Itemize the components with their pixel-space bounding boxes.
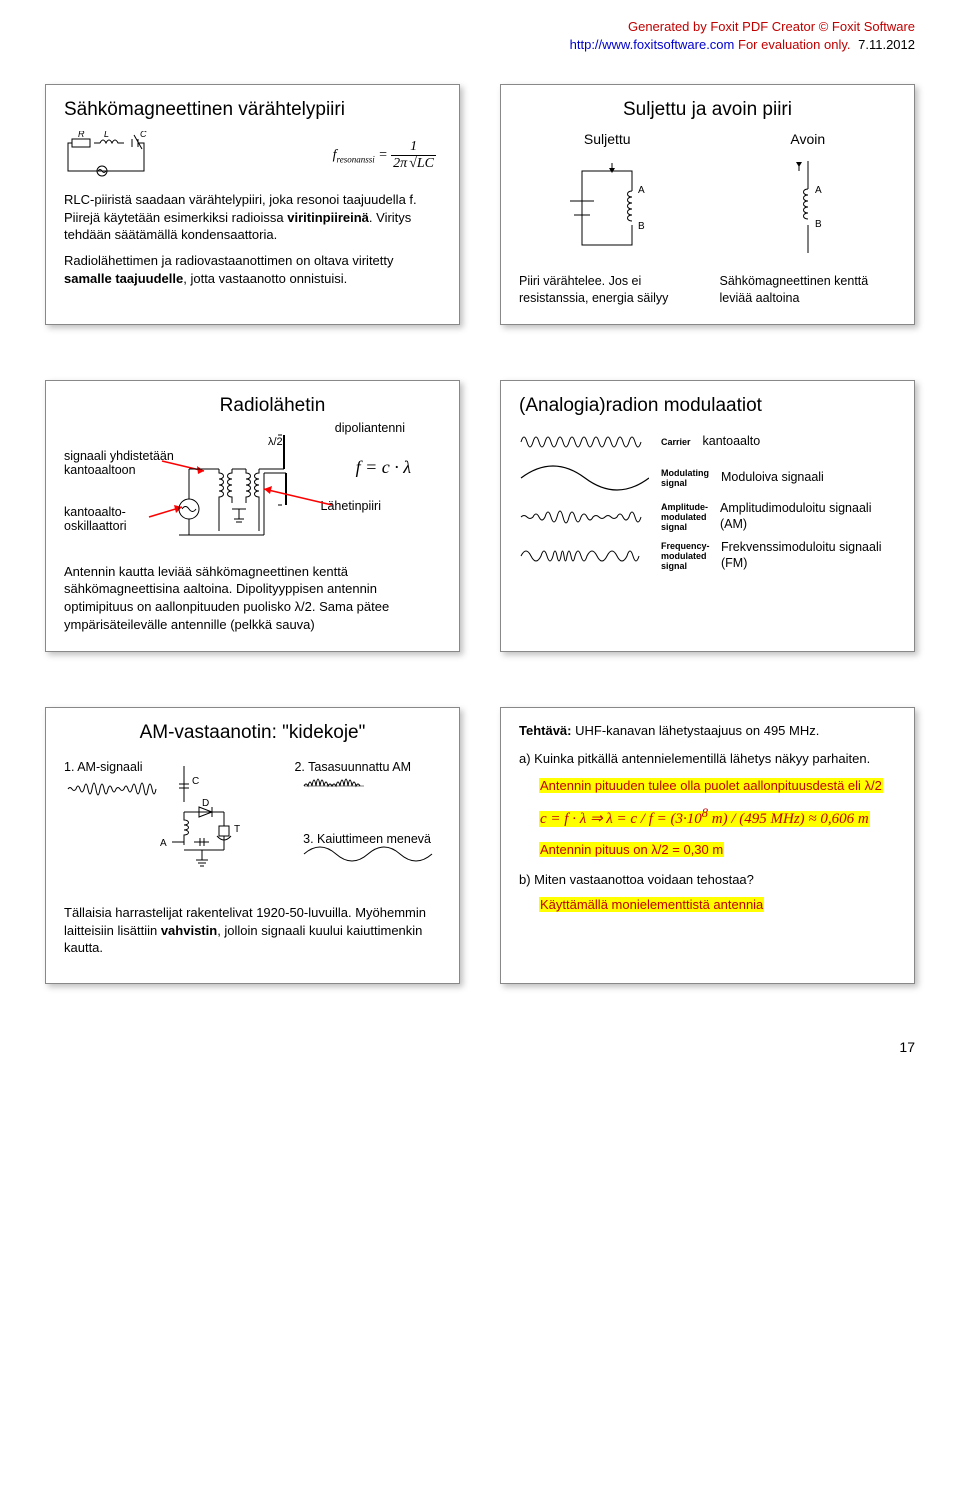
panel-modulations: (Analogia)radion modulaatiot Carrier kan…	[500, 380, 915, 652]
panel5-title: AM-vastaanotin: "kidekoje"	[64, 722, 441, 744]
panel-exercise: Tehtävä: UHF-kanavan lähetystaajuus on 4…	[500, 707, 915, 984]
panel1-title: Sähkömagneettinen värähtelypiiri	[64, 99, 441, 121]
open-label: Avoin	[720, 131, 897, 147]
panel-oscillator: Sähkömagneettinen värähtelypiiri R L C f…	[45, 84, 460, 325]
svg-text:R: R	[78, 131, 85, 139]
mod-row-modulating: Modulating signal Moduloiva signaali	[519, 463, 896, 493]
eval-only: For evaluation only.	[738, 37, 851, 52]
svg-text:B: B	[815, 219, 822, 230]
pdf-header: Generated by Foxit PDF Creator © Foxit S…	[45, 18, 915, 54]
question-a: a) Kuinka pitkällä antennielementillä lä…	[519, 750, 896, 768]
svg-text:B: B	[638, 221, 645, 232]
question-b: b) Miten vastaanottoa voidaan tehostaa?	[519, 871, 896, 889]
panel3-para: Antennin kautta leviää sähkömagneettinen…	[64, 563, 441, 633]
row-3: AM-vastaanotin: "kidekoje" 1. AM-signaal…	[45, 707, 915, 984]
panel5-para: Tällaisia harrastelijat rakentelivat 192…	[64, 904, 441, 957]
svg-text:A: A	[815, 185, 822, 196]
open-caption: Sähkömagneettinen kenttä leviää aaltoina	[720, 273, 897, 306]
svg-text:A: A	[160, 838, 167, 849]
foxit-link[interactable]: http://www.foxitsoftware.com	[570, 37, 735, 52]
panel3-title: Radiolähetin	[104, 395, 441, 417]
transmitter-schematic-icon: λ/2	[64, 427, 444, 557]
panel2-title: Suljettu ja avoin piiri	[519, 99, 896, 121]
panel1-body: RLC-piiristä saadaan värähtelypiiri, jok…	[64, 191, 441, 287]
row-2: Radiolähetin dipoliantenni signaali yhdi…	[45, 380, 915, 652]
am-wave-icon	[519, 502, 649, 532]
panel-crystal-radio: AM-vastaanotin: "kidekoje" 1. AM-signaal…	[45, 707, 460, 984]
panel4-title: (Analogia)radion modulaatiot	[519, 395, 896, 417]
answer-a2: Antennin pituus on λ/2 = 0,30 m	[539, 842, 724, 857]
svg-text:C: C	[140, 131, 147, 139]
panel-transmitter: Radiolähetin dipoliantenni signaali yhdi…	[45, 380, 460, 652]
answer-b: Käyttämällä monielementtistä antennia	[539, 897, 764, 912]
mod-row-fm: Frequency-modulated signal Frekvenssimod…	[519, 540, 896, 571]
mod-row-am: Amplitude-modulated signal Amplitudimodu…	[519, 501, 896, 532]
answer-a1: Antennin pituuden tulee olla puolet aall…	[539, 778, 883, 793]
rlc-circuit-icon: R L C	[64, 131, 184, 186]
svg-text:λ/2: λ/2	[268, 436, 283, 448]
closed-label: Suljettu	[519, 131, 696, 147]
svg-text:T: T	[234, 824, 240, 835]
row-1: Sähkömagneettinen värähtelypiiri R L C f…	[45, 84, 915, 325]
svg-text:D: D	[202, 798, 209, 809]
closed-caption: Piiri värähtelee. Jos ei resistanssia, e…	[519, 273, 696, 306]
carrier-wave-icon	[519, 429, 649, 455]
crystal-radio-icon: C D T A	[64, 754, 454, 904]
answer-eq: c = f · λ ⇒ λ = c / f = (3·108 m) / (495…	[539, 811, 870, 827]
svg-text:C: C	[192, 776, 199, 787]
fm-wave-icon	[519, 543, 649, 569]
resonance-formula: fresonanssi = 1 2π√LC	[333, 139, 436, 172]
task-label: Tehtävä:	[519, 723, 572, 738]
closed-circuit-icon: A B	[552, 153, 662, 263]
svg-text:L: L	[104, 131, 109, 139]
page-number: 17	[45, 1039, 915, 1055]
svg-text:A: A	[638, 185, 645, 196]
header-date: 7.11.2012	[858, 36, 915, 54]
mod-row-carrier: Carrier kantoaalto	[519, 429, 896, 455]
panel-open-closed: Suljettu ja avoin piiri Suljettu A B	[500, 84, 915, 325]
open-circuit-icon: A B	[763, 153, 853, 263]
generator-line: Generated by Foxit PDF Creator © Foxit S…	[628, 19, 915, 34]
modulating-wave-icon	[519, 463, 649, 493]
